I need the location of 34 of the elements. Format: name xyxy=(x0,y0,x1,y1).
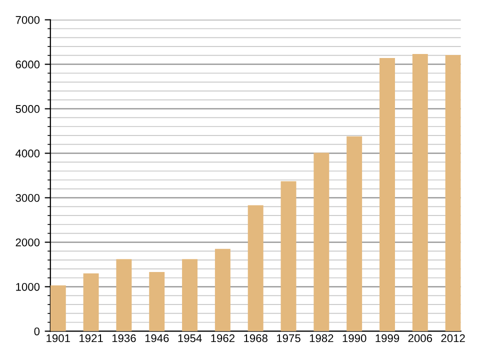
y-tick-label: 5000 xyxy=(16,105,40,113)
x-tick-label: 1946 xyxy=(145,334,169,342)
bar xyxy=(83,273,99,332)
x-tick-label: 1901 xyxy=(46,334,70,342)
bar xyxy=(445,54,461,332)
y-tick-label: 3000 xyxy=(16,194,40,202)
x-tick-label: 1999 xyxy=(376,334,400,342)
x-tick-label: 1954 xyxy=(178,334,202,342)
x-tick-label: 1968 xyxy=(244,334,268,342)
x-tick-label: 2006 xyxy=(408,334,432,342)
bar xyxy=(149,272,165,332)
bar xyxy=(380,58,395,332)
x-tick-label: 1962 xyxy=(211,334,234,342)
x-tick-label: 1982 xyxy=(310,334,334,342)
y-tick-label: 7000 xyxy=(16,16,40,24)
bar xyxy=(214,248,230,332)
y-tick-label: 0 xyxy=(34,327,40,336)
x-tick-label: 1990 xyxy=(342,334,366,342)
bar xyxy=(280,181,296,332)
bar xyxy=(50,285,66,332)
x-tick-label: 1921 xyxy=(80,334,103,342)
y-tick-label: 2000 xyxy=(16,238,40,246)
y-tick-label: 1000 xyxy=(16,282,40,291)
x-tick-label: 2012 xyxy=(441,334,465,342)
y-tick-label: 6000 xyxy=(16,60,40,68)
bar xyxy=(116,259,132,332)
bar xyxy=(248,205,264,332)
x-tick-label: 1936 xyxy=(112,334,136,342)
bar xyxy=(182,259,198,332)
bar xyxy=(346,136,362,332)
bar xyxy=(314,152,330,332)
bar xyxy=(412,54,428,332)
x-tick-label: 1975 xyxy=(277,334,300,342)
y-tick-label: 4000 xyxy=(16,150,40,158)
